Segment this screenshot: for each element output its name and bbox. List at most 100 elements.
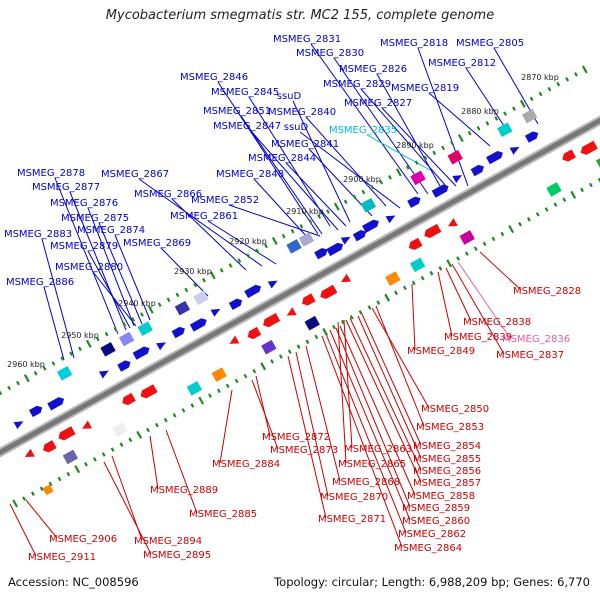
- tick-mark: [22, 496, 26, 501]
- leader-line: [325, 333, 407, 534]
- map-title: Mycobacterium smegmatis str. MC2 155, co…: [105, 8, 495, 23]
- gene-arrow: [452, 175, 463, 183]
- gene-label: MSMEG_2894: [134, 536, 202, 547]
- tick-mark: [66, 471, 71, 477]
- tick-mark: [252, 368, 257, 374]
- gene-label: MSMEG_2911: [28, 552, 96, 563]
- gene-label: MSMEG_2819: [391, 83, 459, 94]
- leader-line: [287, 355, 327, 519]
- leader-line: [98, 222, 143, 325]
- tick-mark: [69, 351, 74, 356]
- tick-mark: [411, 280, 416, 286]
- gene-arrow: [156, 342, 166, 351]
- tick-mark: [225, 383, 230, 389]
- gene-arrow: [352, 230, 367, 242]
- gene-label: MSMEG_2858: [407, 491, 475, 502]
- leader-line: [9, 503, 37, 557]
- leader-line: [138, 178, 263, 267]
- gene-arrow: [424, 223, 442, 239]
- leader-line: [457, 261, 511, 339]
- tick-mark: [216, 388, 221, 394]
- tick-mark: [457, 134, 464, 143]
- leader-line: [337, 321, 347, 464]
- feature-box: [360, 197, 377, 213]
- gene-arrow: [447, 218, 458, 227]
- tick-mark: [0, 390, 3, 396]
- leader-line: [248, 96, 331, 227]
- gene-arrow: [43, 440, 57, 453]
- tick-mark: [57, 476, 62, 482]
- feature-box: [186, 381, 203, 396]
- gene-arrow: [326, 242, 344, 257]
- tick-marks: [0, 65, 600, 508]
- gene-label: MSMEG_2844: [248, 153, 316, 164]
- tick-mark: [95, 336, 100, 342]
- leader-line: [295, 351, 329, 497]
- tick-mark: [154, 422, 159, 428]
- gene-label: ssuD: [277, 91, 302, 102]
- tick-mark: [146, 427, 150, 433]
- gene-arrow: [13, 421, 24, 430]
- leader-line: [165, 429, 198, 514]
- tick-mark: [535, 212, 540, 217]
- tick-mark: [246, 253, 251, 258]
- leader-line: [361, 313, 422, 446]
- tick-mark: [394, 290, 398, 296]
- leader-lines: [9, 43, 539, 557]
- gene-label: MSMEG_2886: [6, 277, 74, 288]
- tick-mark: [209, 271, 216, 280]
- leader-line: [255, 375, 271, 437]
- tick-mark: [388, 175, 392, 180]
- tick-mark: [562, 197, 567, 202]
- gene-arrow: [385, 215, 396, 224]
- feature-box: [497, 122, 513, 138]
- tick-mark: [119, 442, 124, 447]
- gene-labels: 2870 kbp 2880 kbp 2890 kbp 2900 kbp 2910 kbp…: [4, 34, 581, 563]
- gene-label: MSMEG_2906: [49, 534, 117, 545]
- tick-mark: [580, 187, 584, 193]
- gene-arrow: [509, 146, 520, 155]
- feature-box: [56, 366, 73, 381]
- tick-mark: [305, 339, 310, 345]
- leader-line: [349, 317, 422, 471]
- tick-mark: [395, 168, 402, 177]
- tick-mark: [92, 457, 97, 462]
- gene-label: MSMEG_2864: [394, 543, 462, 554]
- gene-arrow: [171, 326, 185, 339]
- gene-arrow: [408, 237, 423, 250]
- gene-label: MSMEG_2850: [421, 404, 489, 415]
- gene-arrow: [486, 151, 503, 165]
- gene-arrow: [229, 335, 240, 344]
- tick-mark: [228, 263, 233, 268]
- tick-mark: [78, 346, 82, 352]
- tick-mark: [51, 361, 56, 366]
- tick-mark: [376, 300, 381, 305]
- leader-line: [87, 250, 131, 329]
- gene-label: MSMEG_2847: [213, 121, 281, 132]
- gene-label: MSMEG_2826: [339, 64, 407, 75]
- tick-label: 2890 kbp: [396, 141, 434, 150]
- gene-label: MSMEG_2880: [55, 262, 123, 273]
- topology-text: Topology: circular; Length: 6,988,209 bp…: [274, 575, 590, 589]
- gene-label: MSMEG_2877: [32, 182, 100, 193]
- gene-arrow: [362, 219, 379, 233]
- feature-box: [286, 239, 302, 254]
- tick-mark: [467, 130, 472, 136]
- tick-mark: [234, 378, 239, 384]
- tick-mark: [290, 228, 295, 234]
- feature-box: [193, 290, 209, 306]
- tick-mark: [429, 270, 434, 276]
- tick-mark: [544, 207, 549, 212]
- tick-mark: [556, 81, 561, 87]
- tick-mark: [101, 452, 106, 457]
- leader-line: [381, 107, 457, 187]
- gene-label: MSMEG_2829: [323, 79, 391, 90]
- tick-label: 2920 kbp: [229, 237, 267, 246]
- gene-label: MSMEG_2895: [143, 550, 211, 561]
- leader-line: [114, 234, 151, 321]
- feature-box: [137, 321, 153, 336]
- gene-label: MSMEG_2863: [344, 444, 412, 455]
- tick-mark: [379, 179, 384, 185]
- gene-arrow: [470, 164, 484, 177]
